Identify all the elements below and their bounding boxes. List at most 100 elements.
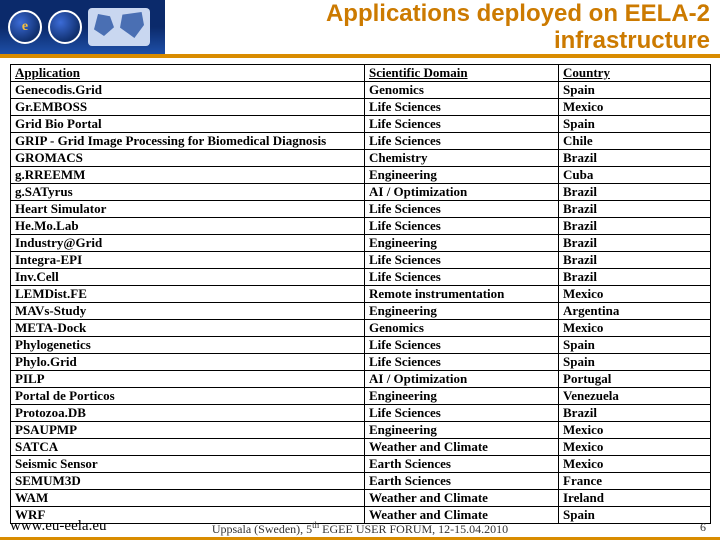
cell-application: PSAUPMP (11, 422, 365, 439)
applications-table: Application Scientific Domain Country Ge… (10, 64, 711, 524)
cell-country: France (559, 473, 711, 490)
table-row: Genecodis.GridGenomicsSpain (11, 82, 711, 99)
cell-domain: Engineering (365, 167, 559, 184)
cell-application: Protozoa.DB (11, 405, 365, 422)
cell-application: SATCA (11, 439, 365, 456)
table-row: Seismic SensorEarth SciencesMexico (11, 456, 711, 473)
cell-domain: Weather and Climate (365, 490, 559, 507)
cell-application: PILP (11, 371, 365, 388)
cell-domain: Life Sciences (365, 133, 559, 150)
table-row: Phylo.GridLife SciencesSpain (11, 354, 711, 371)
cell-country: Mexico (559, 320, 711, 337)
cell-domain: Engineering (365, 388, 559, 405)
cell-domain: Life Sciences (365, 201, 559, 218)
table-row: Protozoa.DBLife SciencesBrazil (11, 405, 711, 422)
cell-application: g.RREEMM (11, 167, 365, 184)
cell-domain: Engineering (365, 422, 559, 439)
cell-domain: Life Sciences (365, 99, 559, 116)
cell-domain: Life Sciences (365, 218, 559, 235)
cell-domain: Genomics (365, 320, 559, 337)
table-row: g.RREEMMEngineeringCuba (11, 167, 711, 184)
cell-application: Heart Simulator (11, 201, 365, 218)
cell-country: Chile (559, 133, 711, 150)
cell-country: Spain (559, 354, 711, 371)
cell-country: Mexico (559, 286, 711, 303)
cell-domain: Life Sciences (365, 252, 559, 269)
col-domain: Scientific Domain (365, 65, 559, 82)
cell-domain: Chemistry (365, 150, 559, 167)
slide-header: e Applications deployed on EELA-2 infras… (0, 0, 720, 58)
slide-title: Applications deployed on EELA-2 infrastr… (170, 0, 710, 54)
table-row: Heart SimulatorLife SciencesBrazil (11, 201, 711, 218)
cell-country: Spain (559, 82, 711, 99)
table-row: MAVs-StudyEngineeringArgentina (11, 303, 711, 320)
cell-application: SEMUM3D (11, 473, 365, 490)
table-row: PhylogeneticsLife SciencesSpain (11, 337, 711, 354)
cell-country: Brazil (559, 405, 711, 422)
cell-domain: Genomics (365, 82, 559, 99)
cell-application: Seismic Sensor (11, 456, 365, 473)
cell-domain: Life Sciences (365, 116, 559, 133)
cell-application: GROMACS (11, 150, 365, 167)
table-row: Gr.EMBOSSLife SciencesMexico (11, 99, 711, 116)
cell-domain: Life Sciences (365, 405, 559, 422)
cell-country: Spain (559, 116, 711, 133)
cell-domain: Remote instrumentation (365, 286, 559, 303)
table-row: g.SATyrusAI / OptimizationBrazil (11, 184, 711, 201)
cell-application: Gr.EMBOSS (11, 99, 365, 116)
cell-country: Brazil (559, 252, 711, 269)
cell-domain: Weather and Climate (365, 439, 559, 456)
table-row: SATCAWeather and ClimateMexico (11, 439, 711, 456)
table-row: Inv.CellLife SciencesBrazil (11, 269, 711, 286)
cell-domain: Earth Sciences (365, 456, 559, 473)
cell-application: MAVs-Study (11, 303, 365, 320)
footer-event: Uppsala (Sweden), 5th EGEE USER FORUM, 1… (0, 520, 720, 537)
cell-country: Mexico (559, 456, 711, 473)
cell-country: Portugal (559, 371, 711, 388)
cell-application: Genecodis.Grid (11, 82, 365, 99)
cell-domain: Life Sciences (365, 269, 559, 286)
cell-country: Mexico (559, 99, 711, 116)
table-row: SEMUM3DEarth SciencesFrance (11, 473, 711, 490)
eela-logo-icon: e (8, 10, 42, 44)
cell-country: Brazil (559, 218, 711, 235)
table-header-row: Application Scientific Domain Country (11, 65, 711, 82)
table-row: Integra-EPILife SciencesBrazil (11, 252, 711, 269)
cell-country: Brazil (559, 235, 711, 252)
cell-application: g.SATyrus (11, 184, 365, 201)
cell-application: WAM (11, 490, 365, 507)
title-line-2: infrastructure (554, 27, 710, 54)
table-row: LEMDist.FERemote instrumentationMexico (11, 286, 711, 303)
cell-country: Brazil (559, 150, 711, 167)
col-application: Application (11, 65, 365, 82)
footer-event-post: EGEE USER FORUM, 12-15.04.2010 (319, 522, 508, 536)
slide-footer: www.eu-eela.eu Uppsala (Sweden), 5th EGE… (0, 518, 720, 536)
cell-application: GRIP - Grid Image Processing for Biomedi… (11, 133, 365, 150)
cell-domain: AI / Optimization (365, 371, 559, 388)
cell-application: Phylogenetics (11, 337, 365, 354)
table-row: Portal de PorticosEngineeringVenezuela (11, 388, 711, 405)
cell-domain: Earth Sciences (365, 473, 559, 490)
cell-country: Ireland (559, 490, 711, 507)
cell-application: Portal de Porticos (11, 388, 365, 405)
cell-application: META-Dock (11, 320, 365, 337)
title-line-1: Applications deployed on EELA-2 (326, 0, 710, 27)
cell-domain: Life Sciences (365, 337, 559, 354)
cell-application: Inv.Cell (11, 269, 365, 286)
cell-application: Grid Bio Portal (11, 116, 365, 133)
table-row: GRIP - Grid Image Processing for Biomedi… (11, 133, 711, 150)
applications-table-container: Application Scientific Domain Country Ge… (10, 64, 710, 524)
cell-country: Argentina (559, 303, 711, 320)
footer-event-pre: Uppsala (Sweden), 5 (212, 522, 312, 536)
cell-application: Industry@Grid (11, 235, 365, 252)
cell-country: Brazil (559, 269, 711, 286)
cell-domain: Life Sciences (365, 354, 559, 371)
col-country: Country (559, 65, 711, 82)
egee-logo-icon (48, 10, 82, 44)
table-row: PILPAI / OptimizationPortugal (11, 371, 711, 388)
logo-group: e (8, 8, 150, 46)
table-row: META-DockGenomicsMexico (11, 320, 711, 337)
slide-number: 6 (700, 520, 706, 535)
cell-country: Brazil (559, 201, 711, 218)
table-row: WAMWeather and ClimateIreland (11, 490, 711, 507)
